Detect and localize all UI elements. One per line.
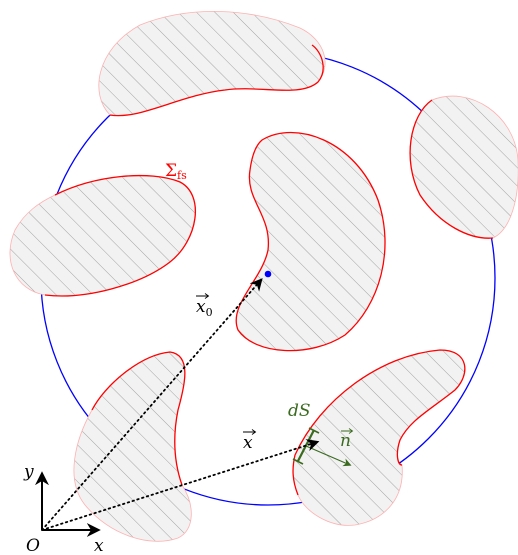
- source-point: [264, 270, 272, 278]
- x0-label-vector-arrow: [196, 293, 210, 299]
- x-label: x: [243, 433, 253, 453]
- obstacle-bottom-right-fluid-surface: [292, 349, 466, 496]
- obstacle-top-fluid-surface: [109, 44, 324, 117]
- n-label-vector-arrow: [341, 428, 354, 434]
- obstacle-right: [409, 95, 518, 239]
- obstacle-bottom-left-fluid-surface: [91, 351, 186, 486]
- surface-label: Σfs: [165, 161, 187, 182]
- axis-x-label: x: [94, 536, 104, 555]
- surface-element-ds-cap-bottom: [292, 458, 304, 465]
- obstacle-left-fluid-surface: [44, 174, 196, 297]
- obstacle-center: [235, 131, 386, 352]
- vector-x: [41, 439, 320, 531]
- n-label: n: [340, 431, 351, 451]
- axis-y-label: y: [23, 462, 34, 482]
- x0-label: x0: [196, 297, 213, 319]
- surface-element-ds-cap-top: [308, 427, 320, 434]
- obstacle-bottom-right: [292, 349, 466, 526]
- ds-label: dS: [288, 401, 311, 421]
- obstacle-left: [9, 175, 196, 297]
- obstacle-right-fluid-surface: [409, 99, 494, 239]
- x-label-vector-arrow: [243, 429, 257, 435]
- vector-x0: [41, 278, 263, 531]
- obstacle-top: [98, 11, 326, 117]
- origin-label: O: [26, 536, 40, 555]
